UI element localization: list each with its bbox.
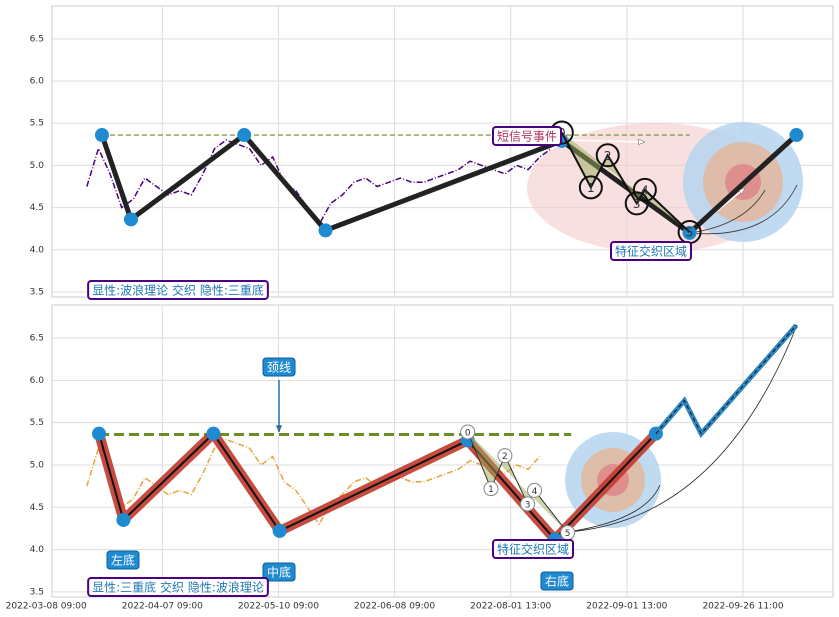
wave-point — [94, 128, 109, 143]
wave-point — [116, 512, 131, 527]
sub-wave-label: 5 — [565, 529, 571, 539]
sub-wave-point — [460, 424, 476, 440]
annotation-text: 特征交织区域 — [497, 542, 569, 557]
sub-wave-label: 4 — [532, 487, 538, 497]
annotation-text: 显性:波浪理论 交织 隐性:三重底 — [92, 283, 264, 298]
x-tick-label: 2022-08-01 13:00 — [470, 602, 551, 612]
annotation-text: 右底 — [545, 574, 569, 589]
y-tick-label: 3.5 — [30, 587, 44, 597]
arrow — [561, 139, 646, 143]
y-tick-label: 6.5 — [30, 334, 44, 344]
y-tick-label: 6.0 — [30, 77, 45, 87]
x-tick-label: 2022-05-10 09:00 — [238, 602, 319, 612]
y-tick-label: 5.0 — [30, 460, 45, 470]
annotation-text: 短信号事件 — [497, 130, 557, 144]
annotation-text: 特征交织区域 — [615, 244, 687, 259]
annotation-text: 颈线 — [267, 361, 291, 375]
annotation: 左底 — [106, 550, 140, 570]
sub-wave-point — [527, 482, 543, 498]
curve — [567, 324, 798, 533]
x-tick-label: 2022-09-01 13:00 — [586, 602, 667, 612]
sub-wave-label: 1 — [587, 181, 595, 195]
sub-wave-label: 2 — [502, 452, 508, 462]
y-tick-label: 3.5 — [30, 287, 44, 297]
x-tick-label: 2022-09-26 11:00 — [702, 602, 783, 612]
extension-line — [655, 324, 797, 435]
annotation: 短信号事件 — [491, 126, 563, 146]
y-tick-label: 4.0 — [30, 245, 45, 255]
annotation-box — [262, 562, 296, 582]
sub-wave-label: 0 — [465, 428, 471, 438]
y-tick-label: 5.5 — [30, 119, 44, 129]
sub-wave-point — [632, 177, 657, 202]
annotation: 右底 — [540, 571, 574, 591]
sub-wave-label: 1 — [488, 485, 494, 495]
y-tick-label: 4.0 — [30, 545, 45, 555]
annotation-text: 中底 — [267, 565, 291, 580]
annotation: 特征交织区域 — [491, 539, 575, 559]
annotation-box — [491, 539, 575, 559]
annotation: 中底 — [262, 562, 296, 582]
x-tick-label: 2022-04-07 09:00 — [122, 602, 203, 612]
sub-wave-line — [467, 431, 569, 533]
arrow-head — [275, 425, 283, 433]
wave-point — [237, 128, 252, 143]
annotation: 特征交织区域 — [609, 241, 693, 261]
y-tick-label: 4.5 — [30, 203, 44, 213]
sub-wave-label: 3 — [525, 500, 531, 510]
y-tick-label: 5.5 — [30, 418, 44, 428]
y-tick-label: 5.0 — [30, 161, 45, 171]
price-line — [86, 438, 541, 526]
wave-point — [789, 128, 804, 143]
sub-wave-label: 3 — [633, 197, 641, 211]
arrow-head — [638, 138, 646, 145]
annotation-box — [262, 357, 296, 377]
sub-wave-point — [595, 143, 620, 168]
sub-wave-point — [497, 448, 513, 464]
annotation-text: 显性:三重底 交织 隐性:波浪理论 — [92, 580, 264, 595]
sub-wave-point — [578, 175, 603, 200]
sub-wave-point — [483, 481, 499, 497]
wave-point — [318, 223, 333, 238]
annotation: 显性:波浪理论 交织 隐性:三重底 — [87, 280, 269, 300]
annotation-box — [87, 280, 269, 300]
annotation-box — [540, 571, 574, 591]
x-tick-label: 2022-06-08 09:00 — [354, 602, 435, 612]
sub-wave-shade — [561, 132, 690, 233]
y-tick-label: 6.0 — [30, 376, 45, 386]
wave-point — [92, 426, 107, 441]
annotation-box — [87, 577, 269, 597]
y-tick-label: 6.5 — [30, 34, 44, 44]
sub-wave-shade — [467, 431, 568, 533]
curve — [567, 484, 661, 533]
x-tick-label: 2022-03-08 09:00 — [6, 602, 87, 612]
annotation-box — [491, 126, 563, 146]
sub-wave-point — [520, 496, 536, 512]
annotation-text: 左底 — [111, 553, 135, 568]
sub-wave-label: 5 — [686, 226, 694, 240]
sub-wave-point — [624, 191, 649, 216]
wave-point — [272, 523, 287, 538]
annotation: 颈线 — [262, 357, 296, 377]
curve — [689, 184, 798, 235]
annotation: 显性:三重底 交织 隐性:波浪理论 — [87, 577, 269, 597]
sub-wave-label: 2 — [604, 149, 612, 163]
annotation-box — [106, 550, 140, 570]
wave-point — [206, 426, 221, 441]
y-tick-label: 4.5 — [30, 503, 44, 513]
annotation-box — [609, 241, 693, 261]
sub-wave-label: 4 — [641, 183, 649, 197]
wave-point — [123, 212, 138, 227]
